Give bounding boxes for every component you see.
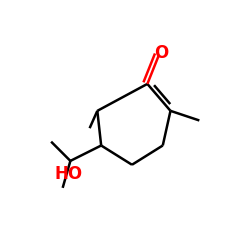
Text: HO: HO [54,166,82,184]
Text: O: O [154,44,168,62]
